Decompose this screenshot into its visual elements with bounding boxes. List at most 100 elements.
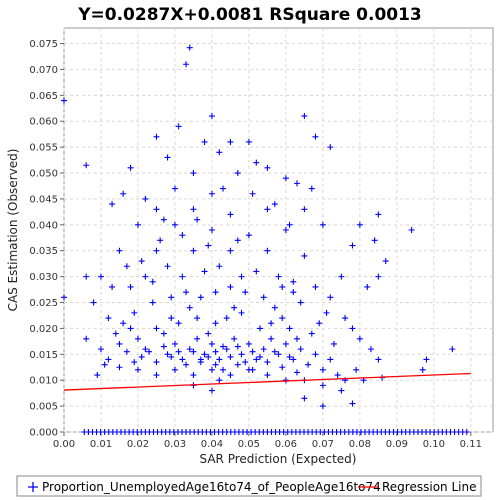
scatter-point (123, 348, 130, 355)
x-tick-label: 0.09 (386, 439, 408, 450)
scatter-point (179, 273, 186, 280)
x-tick-label: 0.05 (238, 439, 260, 450)
scatter-point (61, 294, 67, 301)
scatter-point (286, 353, 293, 360)
scatter-point (142, 346, 149, 353)
scatter-point (205, 242, 212, 249)
scatter-point (164, 351, 171, 358)
scatter-point (323, 309, 330, 316)
scatter-point (149, 299, 156, 306)
scatter-point (179, 232, 186, 239)
scatter-point (293, 180, 300, 187)
y-tick-label: 0.055 (29, 143, 58, 154)
scatter-point (423, 356, 430, 363)
scatter-point (138, 258, 145, 265)
y-axis-label: CAS Estimation (Observed) (6, 149, 20, 312)
x-tick-label: 0.02 (127, 439, 149, 450)
scatter-point (242, 289, 249, 296)
scatter-point (242, 359, 249, 366)
scatter-point (234, 237, 241, 244)
scatter-point (190, 206, 197, 213)
scatter-point (257, 325, 264, 332)
scatter-point (171, 221, 178, 228)
scatter-point (127, 283, 134, 290)
scatter-point (201, 268, 208, 275)
scatter-point (371, 237, 378, 244)
scatter-point (220, 185, 227, 192)
x-tick-label: 0.03 (164, 439, 186, 450)
scatter-point (227, 372, 234, 379)
scatter-point (160, 343, 167, 350)
scatter-point (282, 227, 289, 233)
scatter-point (208, 227, 215, 233)
scatter-point (419, 366, 426, 373)
scatter-point (142, 273, 149, 280)
scatter-point (142, 195, 149, 202)
scatter-point (268, 335, 275, 342)
scatter-point (90, 299, 97, 306)
scatter-point (356, 221, 363, 228)
scatter-point (186, 304, 193, 311)
scatter-point (301, 252, 308, 259)
scatter-point (349, 325, 356, 332)
scatter-point (449, 346, 456, 353)
y-tick-label: 0.015 (29, 350, 58, 361)
scatter-point (349, 242, 356, 249)
y-tick-label: 0.050 (29, 169, 58, 180)
scatter-point (238, 351, 245, 358)
y-tick-label: 0.060 (29, 117, 58, 128)
scatter-point (319, 366, 326, 373)
regression-line-group (63, 372, 471, 391)
scatter-point (297, 346, 304, 353)
scatter-point (308, 185, 315, 192)
x-tick-label: 0.01 (90, 439, 112, 450)
scatter-point (282, 175, 289, 182)
x-tick-label: 0.08 (349, 439, 371, 450)
scatter-point (201, 138, 208, 145)
x-tick-label: 0.06 (275, 439, 297, 450)
scatter-point (164, 263, 171, 270)
legend-series-label: Proportion_UnemployedAge16to74_of_People… (42, 480, 381, 494)
scatter-point (183, 289, 190, 296)
scatter-point (201, 351, 208, 358)
scatter-point (216, 149, 223, 156)
scatter-point (319, 403, 326, 410)
scatter-point (305, 361, 312, 368)
plot-area (63, 27, 494, 433)
scatter-point (205, 353, 212, 360)
scatter-point (290, 356, 297, 363)
scatter-point (183, 61, 190, 68)
scatter-point (97, 346, 104, 353)
scatter-point (319, 382, 326, 389)
scatter-point (153, 325, 160, 332)
scatter-point (279, 283, 286, 290)
scatter-point (171, 366, 178, 373)
scatter-point (127, 164, 134, 171)
scatter-point (153, 206, 160, 213)
scatter-point (275, 273, 282, 280)
scatter-point (123, 263, 130, 270)
scatter-point (338, 273, 345, 280)
scatter-point (293, 369, 300, 376)
scatter-point (153, 372, 160, 379)
x-tick-label: 0.07 (312, 439, 334, 450)
scatter-point (231, 335, 238, 342)
scatter-point (175, 348, 182, 355)
scatter-point (264, 164, 271, 171)
scatter-point (83, 162, 90, 169)
scatter-point (216, 263, 223, 270)
scatter-point (109, 283, 116, 290)
scatter-point (249, 366, 256, 373)
scatter-point (223, 315, 230, 322)
scatter-point (282, 340, 289, 347)
scatter-point (234, 170, 241, 177)
scatter-point (138, 353, 145, 360)
scatter-point (327, 356, 334, 363)
scatter-point (116, 364, 123, 371)
scatter-point (160, 216, 167, 223)
data-points (61, 44, 470, 435)
scatter-point (97, 273, 104, 280)
scatter-point (231, 304, 238, 311)
